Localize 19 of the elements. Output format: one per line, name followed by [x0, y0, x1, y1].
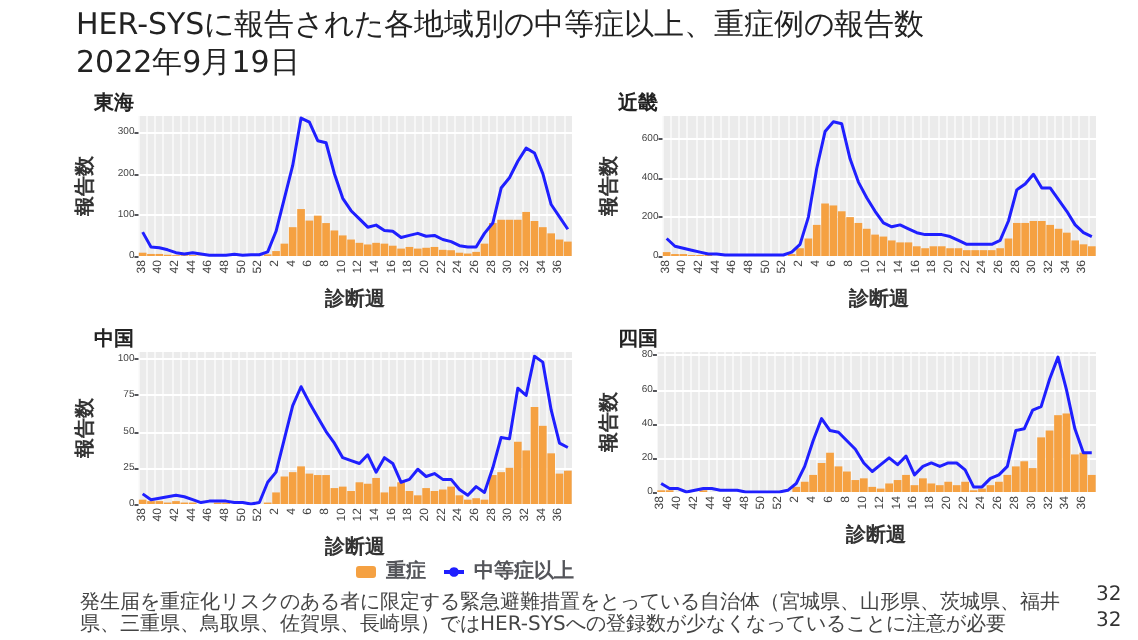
text: 発生届を重症化リスクのある者に限定する緊急避難措置をとっている自治体（宮城県、山形県、茨城県、福井県、三重県、鳥取県、佐賀県、長崎県）ではHER-SYSへの登録数が少なくなっていることに注意が必要	[80, 592, 1060, 636]
x-axis-title: 診断週	[323, 535, 388, 559]
chart-title: 東海	[92, 91, 134, 115]
x-axis-title: 診断週	[844, 523, 909, 547]
chart-title: 近畿	[616, 91, 658, 115]
y-axis-title: 報告数	[73, 154, 97, 218]
x-axis-title: 診断週	[847, 287, 912, 311]
y-axis-title: 報告数	[597, 154, 621, 218]
text: 32	[1096, 584, 1122, 606]
y-axis-title: 報告数	[73, 396, 97, 460]
legend-label: 中等症以上	[474, 559, 574, 583]
x-axis-title: 診断週	[323, 287, 388, 311]
chart-title: 四国	[618, 329, 658, 351]
text: 32	[1096, 610, 1122, 632]
text: 2022年9月19日	[76, 44, 300, 82]
chart-title: 中国	[94, 327, 134, 351]
legend-label: 重症	[384, 559, 426, 583]
y-axis-title: 報告数	[597, 390, 621, 454]
text: HER-SYSに報告された各地域別の中等症以上、重症例の報告数	[76, 6, 925, 42]
